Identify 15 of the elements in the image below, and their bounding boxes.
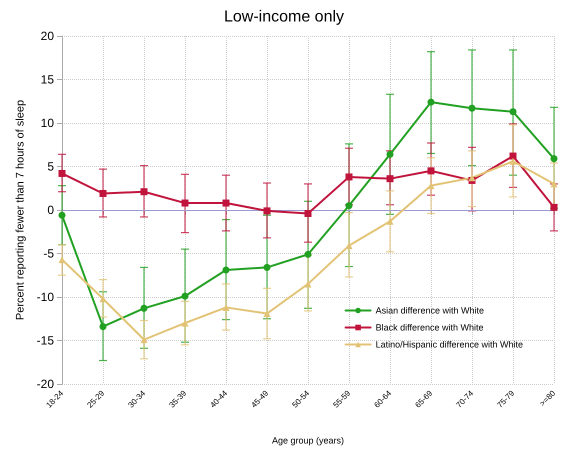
chart-title: Low-income only — [224, 8, 344, 26]
y-tick-label: -20 — [36, 377, 54, 391]
legend-label: Asian difference with White — [376, 306, 484, 316]
y-tick-label: 20 — [40, 29, 54, 43]
y-tick-label: 10 — [40, 116, 54, 130]
legend-label: Black difference with White — [376, 322, 484, 332]
y-tick-label: 0 — [47, 203, 54, 217]
y-tick-label: 5 — [47, 160, 54, 174]
legend-label: Latino/Hispanic difference with White — [376, 340, 524, 350]
y-tick-label: -5 — [43, 246, 54, 260]
y-tick-label: -15 — [36, 334, 54, 348]
y-tick-label: 15 — [40, 72, 54, 86]
y-axis-title: Percent reporting fewer than 7 hours of sleep — [14, 100, 26, 320]
x-axis-title: Age group (years) — [272, 436, 344, 446]
y-tick-label: -10 — [36, 290, 54, 304]
